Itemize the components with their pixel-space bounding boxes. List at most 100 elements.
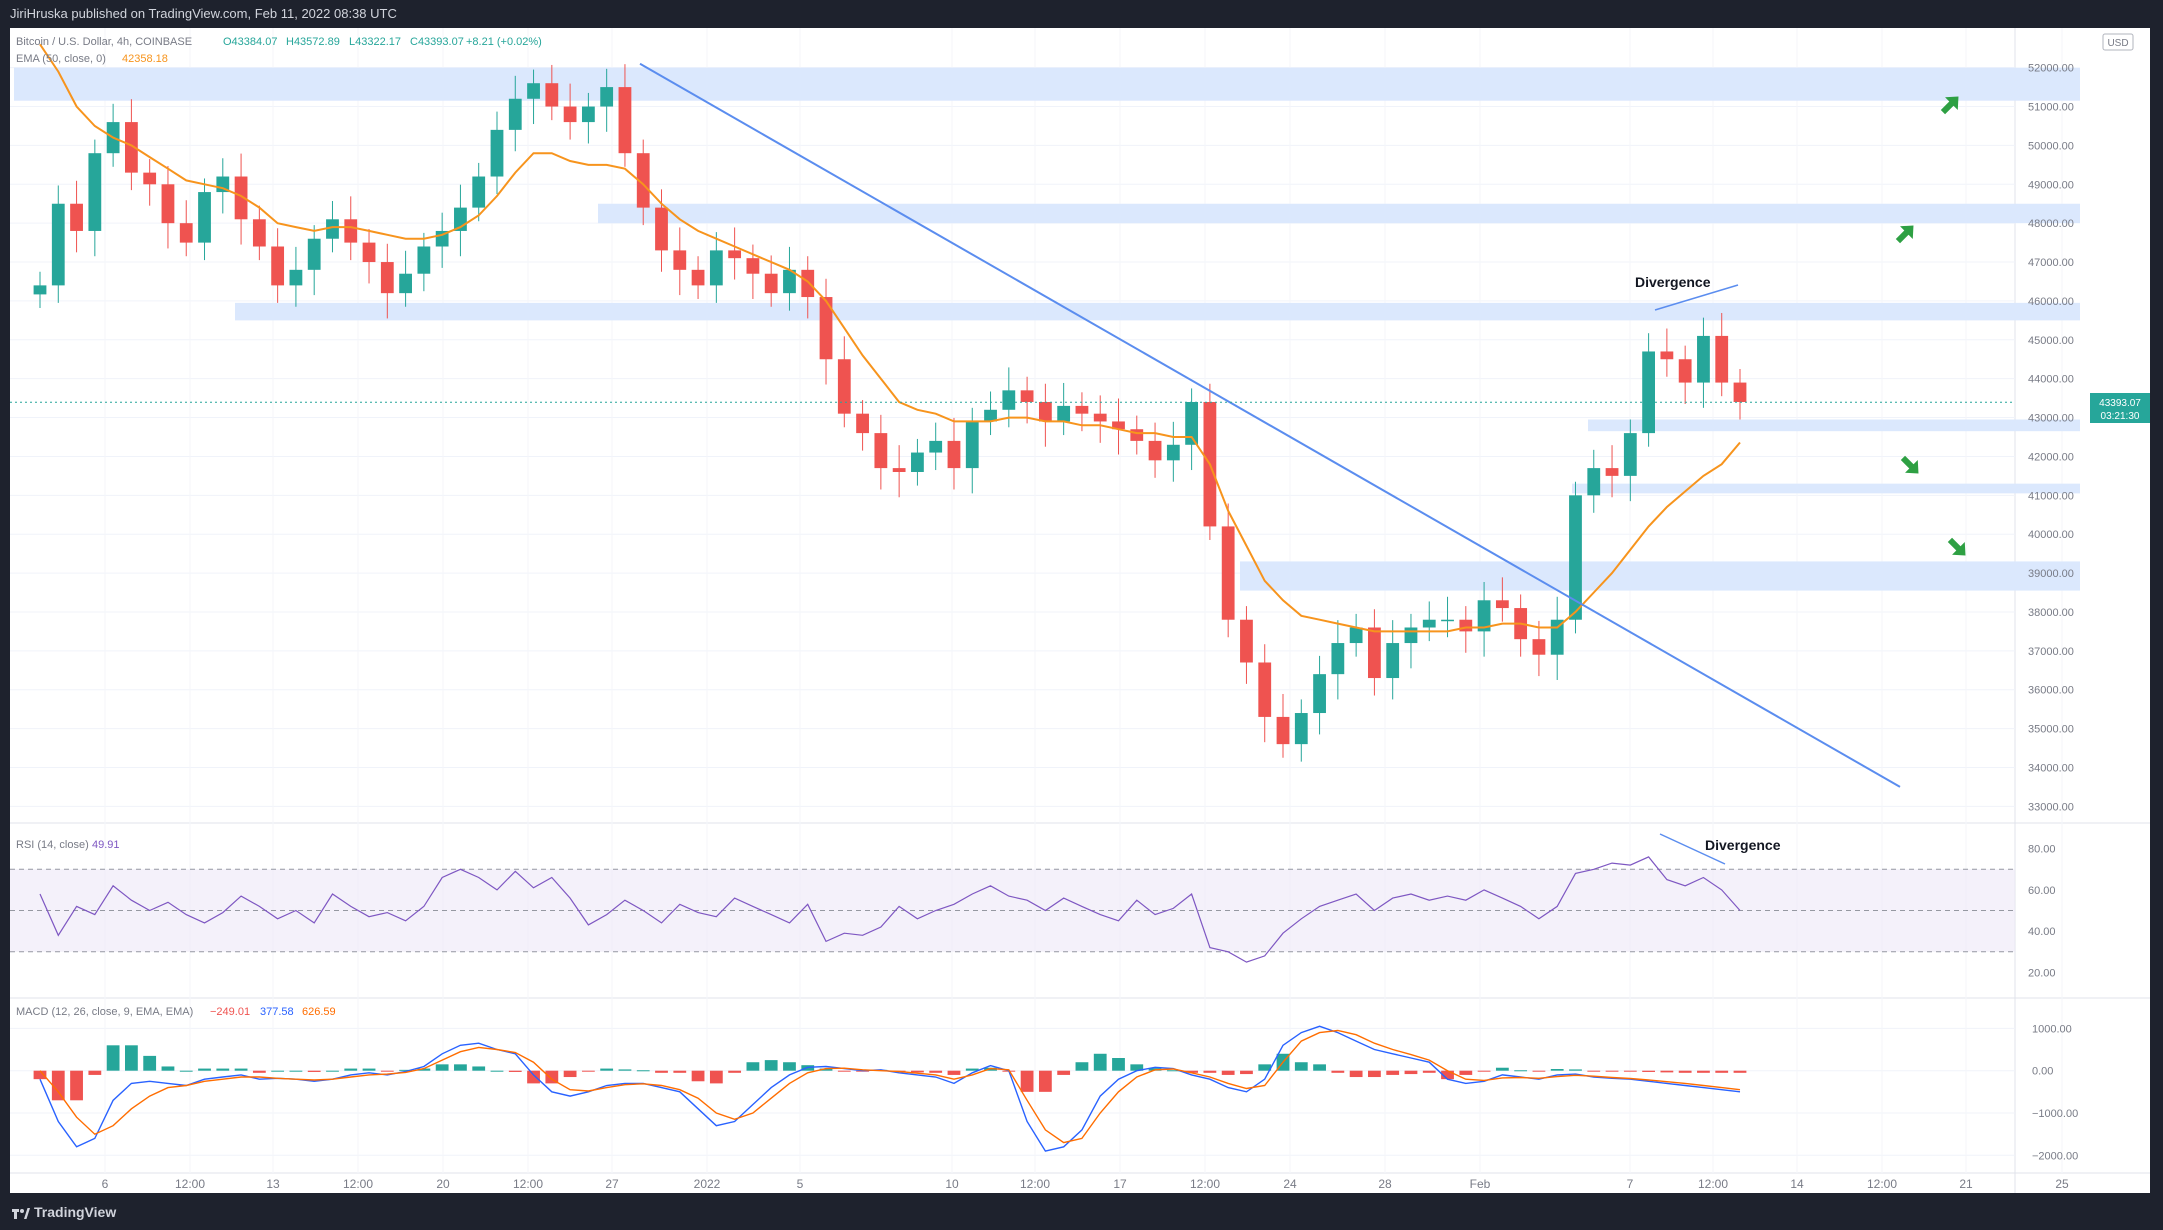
ema-legend: EMA (50, close, 0) (16, 53, 106, 65)
time-tick-label: 7 (1627, 1177, 1634, 1191)
candle-body (1349, 627, 1363, 644)
time-tick-label: 28 (1378, 1177, 1392, 1191)
ohlc-open: O43384.07 (223, 36, 277, 48)
macd-histogram-bar (709, 1070, 723, 1084)
candle-body (1678, 359, 1692, 383)
chart-svg[interactable]: 52000.0051000.0050000.0049000.0048000.00… (10, 28, 2150, 1193)
divergence-line-rsi (1659, 833, 1726, 865)
macd-histogram-bar (271, 1070, 285, 1072)
candle-body (1404, 627, 1418, 644)
macd-histogram-bar (1697, 1070, 1710, 1073)
macd-histogram-bar (1057, 1070, 1071, 1075)
divergence-label-rsi: Divergence (1705, 837, 1781, 853)
macd-histogram-bar (1020, 1070, 1034, 1092)
macd-histogram-bar (344, 1068, 358, 1071)
overlays-layer (10, 43, 2015, 788)
macd-histogram-bar (581, 1070, 595, 1072)
candle-body (51, 203, 65, 286)
arrow-up-right-icon (1895, 225, 1914, 244)
macd-histogram-bar (545, 1070, 559, 1084)
ema-value: 42358.18 (122, 53, 168, 65)
macd-histogram-bar (965, 1068, 979, 1071)
macd-histogram-bar (1459, 1070, 1473, 1075)
candle-body (161, 184, 175, 224)
candle-body (380, 262, 394, 294)
macd-histogram-bar (1569, 1069, 1582, 1071)
arrow-shape (1940, 96, 1959, 115)
macd-histogram-bar (1477, 1070, 1491, 1072)
macd-histogram-bar (1203, 1070, 1217, 1073)
ohlc-low: L43322.17 (349, 36, 401, 48)
candle-body (1276, 716, 1290, 745)
candle-body (819, 297, 833, 360)
candle-body (1112, 421, 1125, 430)
candle-body (1240, 619, 1253, 663)
macd-histogram-bar (326, 1070, 339, 1072)
macd-histogram-bar (88, 1070, 102, 1075)
ohlc-change: +8.21 (+0.02%) (466, 36, 542, 48)
macd-histogram-bar (399, 1069, 412, 1071)
price-tick-label: 50000.00 (2028, 140, 2074, 152)
ohlc-close: C43393.07 (410, 36, 464, 48)
price-tick-label: 46000.00 (2028, 296, 2074, 308)
candle-body (801, 269, 815, 298)
chart-area[interactable]: 52000.00 51000.00 50000.00 49000.00 48000.00… (10, 28, 2150, 1193)
tradingview-logo-icon[interactable] (12, 1204, 30, 1222)
candles-layer (33, 64, 1747, 762)
candle-body (33, 285, 47, 295)
macd-hist-value: 626.59 (302, 1006, 336, 1018)
candle-body (636, 153, 650, 208)
sr-zone (1588, 419, 2080, 432)
candle-body (417, 246, 431, 274)
macd-histogram-bar (1166, 1070, 1180, 1072)
candle-body (88, 153, 102, 231)
macd-tick-label: 0.00 (2032, 1066, 2053, 1078)
time-tick-label: 14 (1790, 1177, 1804, 1191)
candle-body (1697, 335, 1710, 383)
rsi-tick-label: 60.00 (2028, 885, 2056, 897)
currency-label: USD (2107, 38, 2128, 49)
price-tick-label: 38000.00 (2028, 607, 2074, 619)
candle-body (1221, 526, 1235, 620)
divergence-line-price (1654, 284, 1739, 311)
footer-bar: TradingView (0, 1195, 2163, 1230)
candle-body (691, 269, 705, 286)
time-tick-label: 10 (945, 1177, 959, 1191)
candle-body (1477, 600, 1491, 632)
arrow-shape (1900, 455, 1919, 474)
macd-histogram-bar (1185, 1070, 1199, 1073)
tradingview-brand[interactable]: TradingView (34, 1204, 117, 1220)
candle-body (1715, 335, 1729, 383)
divergence-label-price: Divergence (1635, 274, 1711, 290)
macd-histogram-bar (1258, 1064, 1272, 1071)
rsi-line (39, 856, 1741, 963)
candle-body (1148, 440, 1162, 461)
sr-zone (598, 203, 2080, 224)
candle-body (545, 83, 559, 107)
candle-body (1294, 713, 1308, 745)
candle-body (143, 172, 157, 185)
macd-tick-label: −2000.00 (2032, 1150, 2078, 1162)
macd-histogram-bar (417, 1068, 431, 1071)
macd-histogram-bar (527, 1070, 540, 1084)
macd-histogram-bar (1349, 1070, 1363, 1078)
currency-badge[interactable] (2102, 33, 2134, 51)
candle-body (1002, 390, 1016, 410)
last-price-label: 43393.07 (2099, 398, 2141, 409)
candle-body (783, 269, 796, 294)
time-tick-label: 20 (436, 1177, 450, 1191)
time-tick-label: 12:00 (175, 1177, 205, 1191)
macd-histogram-bar (1514, 1070, 1528, 1072)
macd-histogram-bar (1678, 1070, 1692, 1073)
candle-body (1623, 433, 1637, 476)
time-tick-label: 12:00 (1020, 1177, 1050, 1191)
candle-body (563, 106, 577, 123)
time-tick-label: Feb (1470, 1177, 1491, 1191)
macd-histogram-bar (179, 1070, 193, 1072)
ema-line (39, 43, 1741, 633)
price-tick-label: 48000.00 (2028, 218, 2074, 230)
candle-body (527, 83, 540, 99)
publisher-text: JiriHruska published on TradingView.com,… (10, 6, 397, 21)
macd-histogram-bar (1368, 1070, 1381, 1078)
candle-body (837, 359, 851, 414)
